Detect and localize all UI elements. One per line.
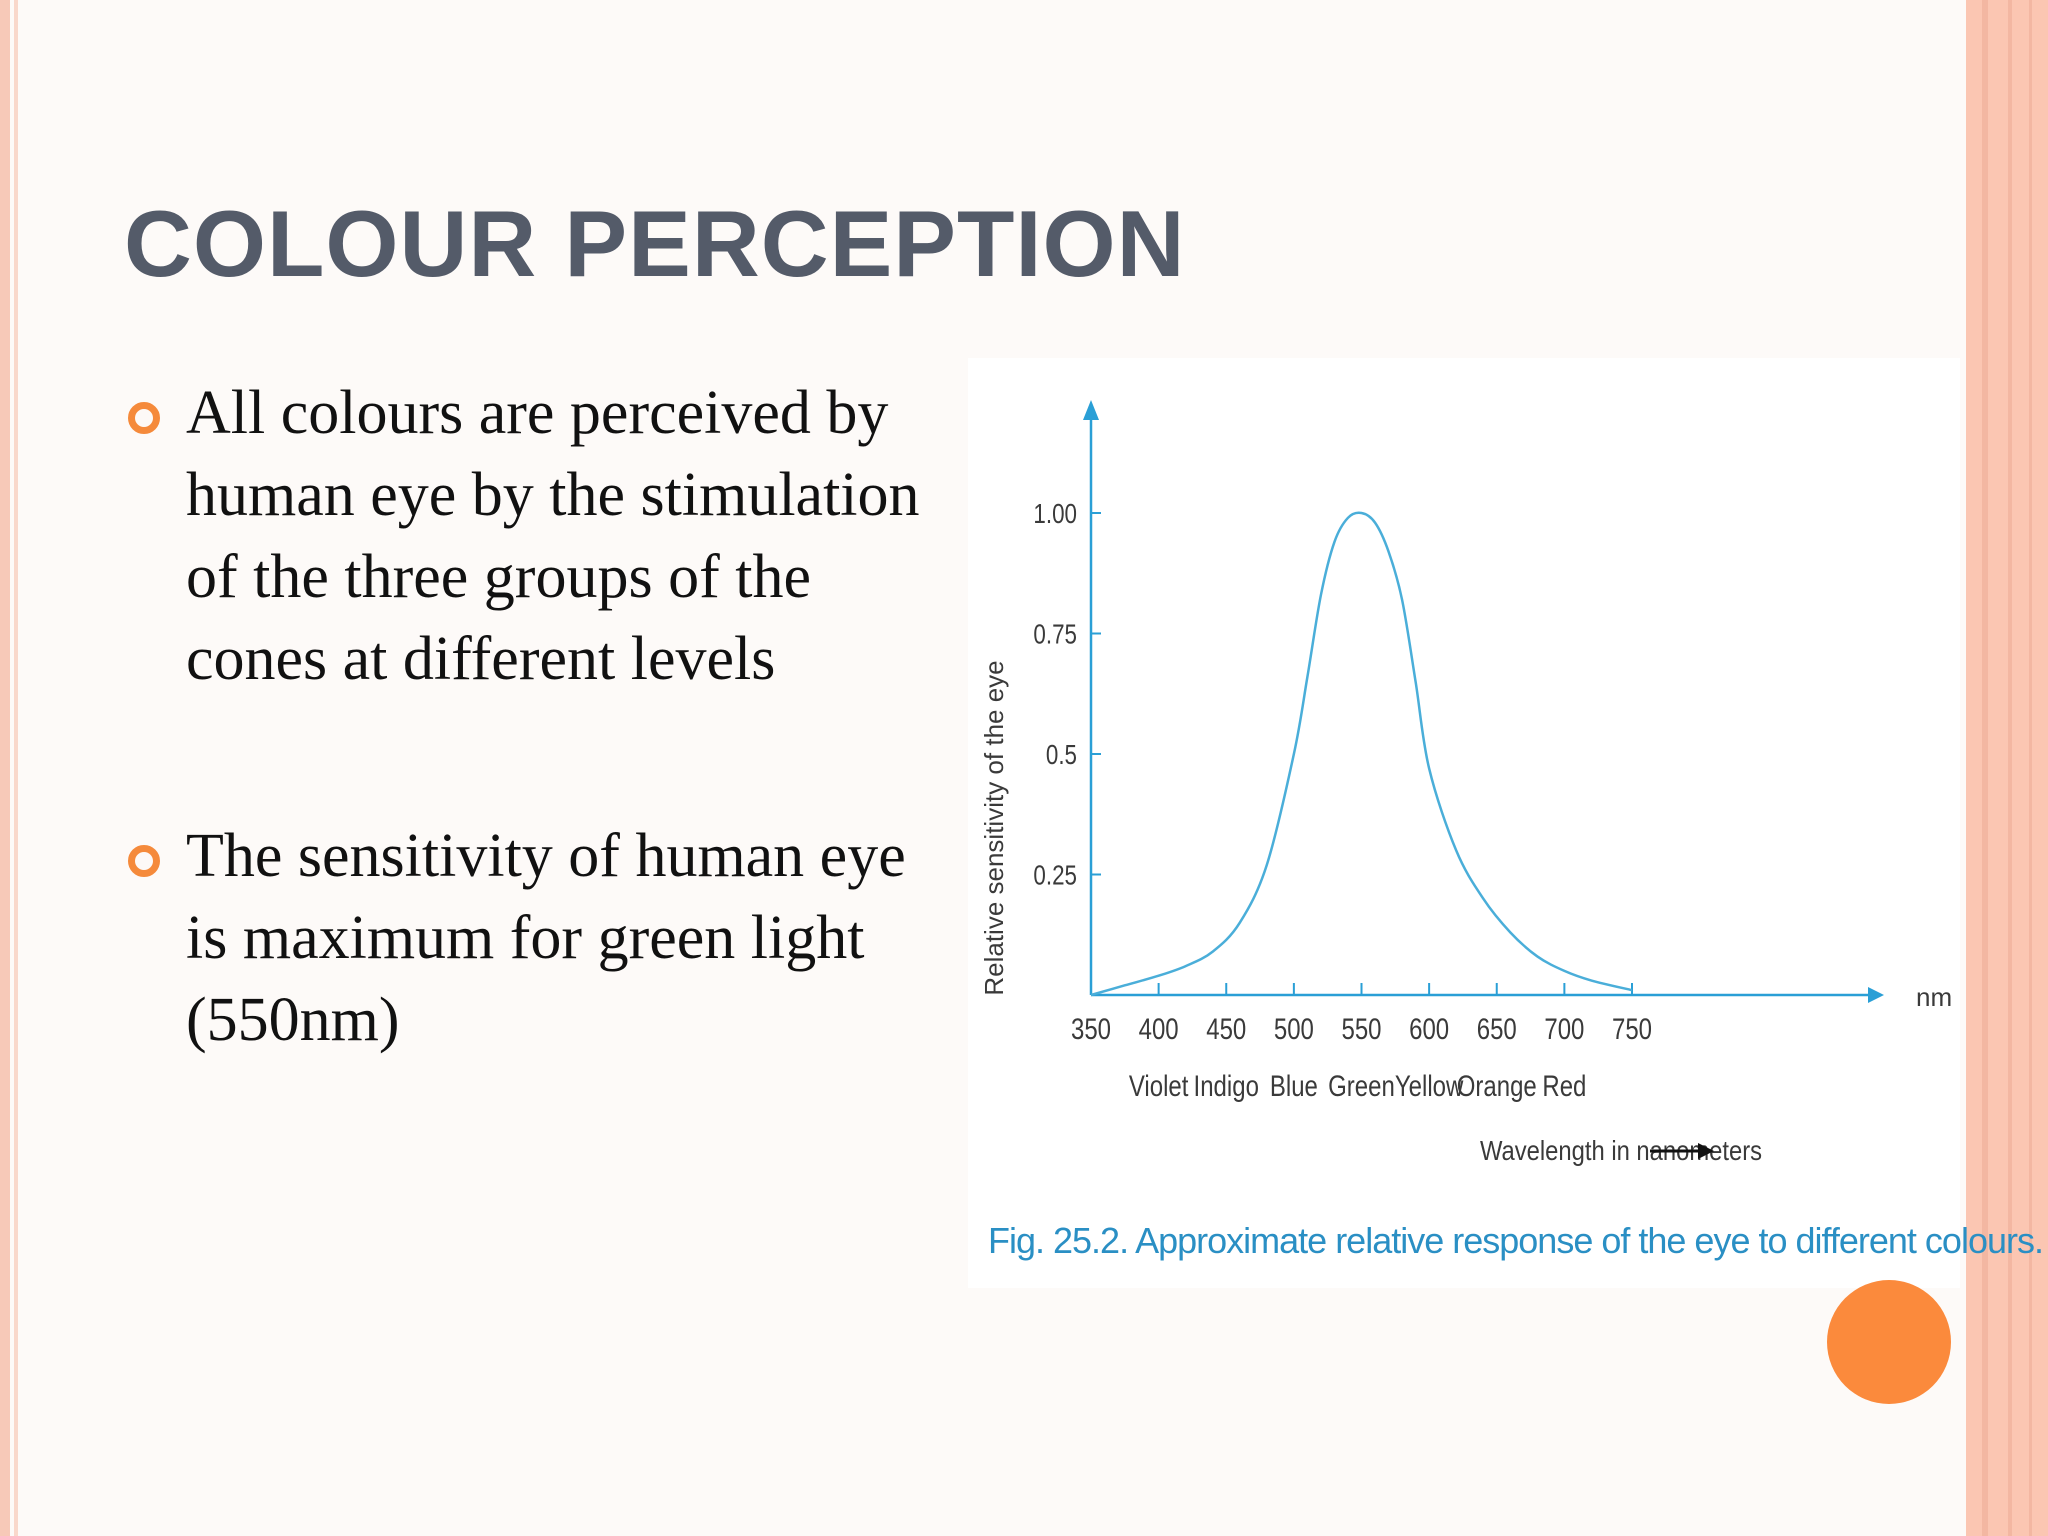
- colour-label: Indigo: [1194, 1068, 1259, 1102]
- chart-axes: [1083, 400, 1884, 1003]
- x-tick-label: 500: [1274, 1011, 1314, 1045]
- right-border-line: [2008, 0, 2012, 1536]
- bullet-ring-icon: [128, 845, 160, 877]
- x-tick-label: 350: [1071, 1011, 1111, 1045]
- colour-label: Orange: [1457, 1068, 1537, 1102]
- x-tick-label: 750: [1612, 1011, 1652, 1045]
- bullet-text: All colours are perceived by human eye b…: [186, 379, 920, 693]
- bullet-item: The sensitivity of human eye is maximum …: [124, 815, 924, 1061]
- left-border-stripe: [0, 0, 10, 1536]
- x-axis-ticks: 350 400 450 500 550 600 650 700 750: [1071, 983, 1652, 1046]
- y-axis-label: Relative sensitivity of the eye: [979, 660, 1009, 995]
- slide-title: COLOUR PERCEPTION: [124, 191, 1186, 296]
- y-tick-label: 0.5: [1046, 740, 1077, 771]
- y-tick-label: 1.00: [1033, 499, 1077, 530]
- bullet-list: All colours are perceived by human eye b…: [124, 372, 924, 1061]
- left-border-line: [14, 0, 18, 1536]
- x-tick-label: 700: [1544, 1011, 1584, 1045]
- right-border-line: [2029, 0, 2032, 1536]
- y-axis-arrow: [1083, 400, 1099, 420]
- colour-label: Red: [1542, 1068, 1586, 1102]
- x-tick-label: 550: [1341, 1011, 1381, 1045]
- x-axis-title-arrow: [1650, 1143, 1714, 1159]
- figure-caption: Fig. 25.2. Approximate relative response…: [988, 1220, 2044, 1261]
- x-tick-label: 600: [1409, 1011, 1449, 1045]
- y-tick-label: 0.25: [1033, 860, 1077, 891]
- colour-label: Blue: [1270, 1068, 1318, 1102]
- decorative-circle: [1827, 1280, 1951, 1404]
- sensitivity-chart: 0.25 0.5 0.75 1.00 350 400 450 500 550 600 650 700…: [979, 400, 1952, 1166]
- right-border-stripe: [1966, 0, 2048, 1536]
- colour-label: Violet: [1129, 1068, 1189, 1102]
- sensitivity-curve: [1090, 511, 1633, 997]
- x-axis-arrow: [1868, 987, 1884, 1003]
- colour-label: Green: [1328, 1068, 1395, 1102]
- x-axis-unit: nm: [1916, 982, 1952, 1012]
- colour-label: Yellow: [1395, 1068, 1464, 1102]
- x-tick-label: 450: [1206, 1011, 1246, 1045]
- bullet-text: The sensitivity of human eye is maximum …: [186, 822, 906, 1054]
- y-tick-label: 0.75: [1033, 619, 1077, 650]
- x-tick-label: 650: [1477, 1011, 1517, 1045]
- sensitivity-figure: 0.25 0.5 0.75 1.00 350 400 450 500 550 600 650 700…: [968, 358, 2044, 1288]
- y-axis-ticks: 0.25 0.5 0.75 1.00: [1033, 499, 1101, 891]
- right-border-line: [1982, 0, 1988, 1536]
- x-axis-label: Wavelength in nanometers: [1480, 1134, 1762, 1166]
- bullet-ring-icon: [128, 402, 160, 434]
- bullet-item: All colours are perceived by human eye b…: [124, 372, 924, 700]
- x-tick-label: 400: [1139, 1011, 1179, 1045]
